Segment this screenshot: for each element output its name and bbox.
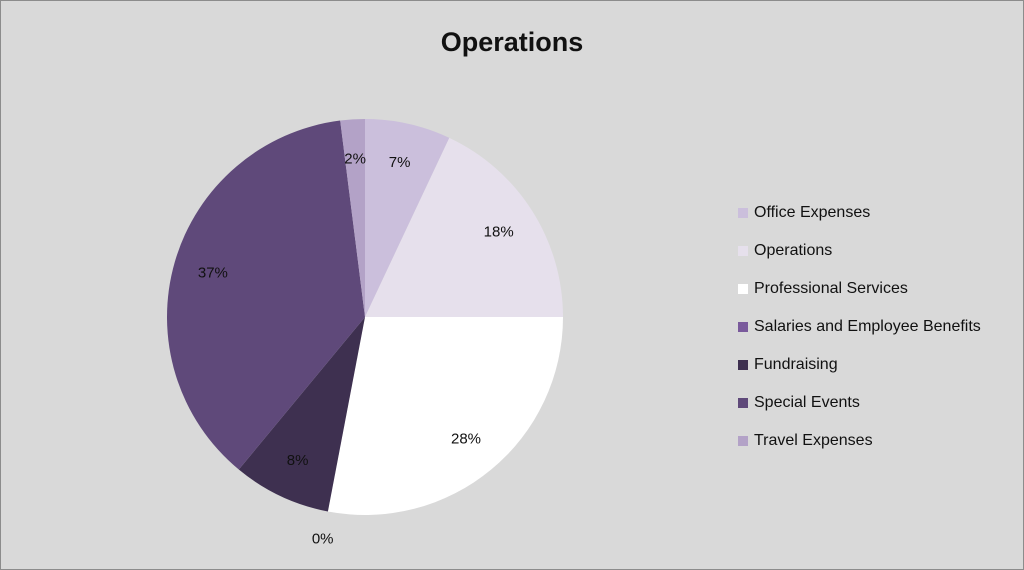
- legend-swatch: [738, 398, 748, 408]
- data-label-special-events: 37%: [198, 264, 228, 281]
- legend: Office Expenses Operations Professional Se…: [738, 194, 981, 460]
- legend-item-professional-services: Professional Services: [738, 270, 981, 308]
- legend-swatch: [738, 208, 748, 218]
- legend-label: Fundraising: [754, 356, 838, 373]
- data-label-office-expenses: 7%: [389, 154, 411, 171]
- legend-item-office-expenses: Office Expenses: [738, 194, 981, 232]
- pie-slice-office-expenses: [365, 119, 450, 317]
- legend-item-travel-expenses: Travel Expenses: [738, 422, 981, 460]
- data-label-professional-services: 28%: [451, 431, 481, 448]
- legend-item-fundraising: Fundraising: [738, 346, 981, 384]
- legend-swatch: [738, 246, 748, 256]
- pie-slice-fundraising: [238, 317, 365, 512]
- legend-label: Special Events: [754, 394, 860, 411]
- legend-item-operations: Operations: [738, 232, 981, 270]
- data-label-fundraising: 8%: [287, 452, 309, 469]
- chart-title: Operations: [440, 27, 584, 57]
- legend-label: Professional Services: [754, 280, 908, 297]
- legend-item-salaries-and-employee-benefits: Salaries and Employee Benefits: [738, 308, 981, 346]
- pie-slice-operations: [365, 137, 563, 317]
- legend-item-special-events: Special Events: [738, 384, 981, 422]
- legend-swatch: [738, 322, 748, 332]
- legend-label: Salaries and Employee Benefits: [754, 318, 981, 335]
- pie-slice-special-events: [167, 120, 365, 470]
- pie-slice-travel-expenses: [340, 119, 365, 317]
- legend-label: Operations: [754, 242, 833, 259]
- data-label-salaries-and-employee-benefits: 0%: [312, 531, 334, 548]
- legend-swatch: [738, 360, 748, 370]
- data-label-travel-expenses: 2%: [344, 150, 366, 167]
- legend-swatch: [738, 284, 748, 294]
- legend-label: Office Expenses: [754, 204, 871, 221]
- pie-slice-professional-services: [327, 317, 563, 516]
- data-label-operations: 18%: [484, 224, 514, 241]
- legend-swatch: [738, 436, 748, 446]
- legend-label: Travel Expenses: [754, 432, 873, 449]
